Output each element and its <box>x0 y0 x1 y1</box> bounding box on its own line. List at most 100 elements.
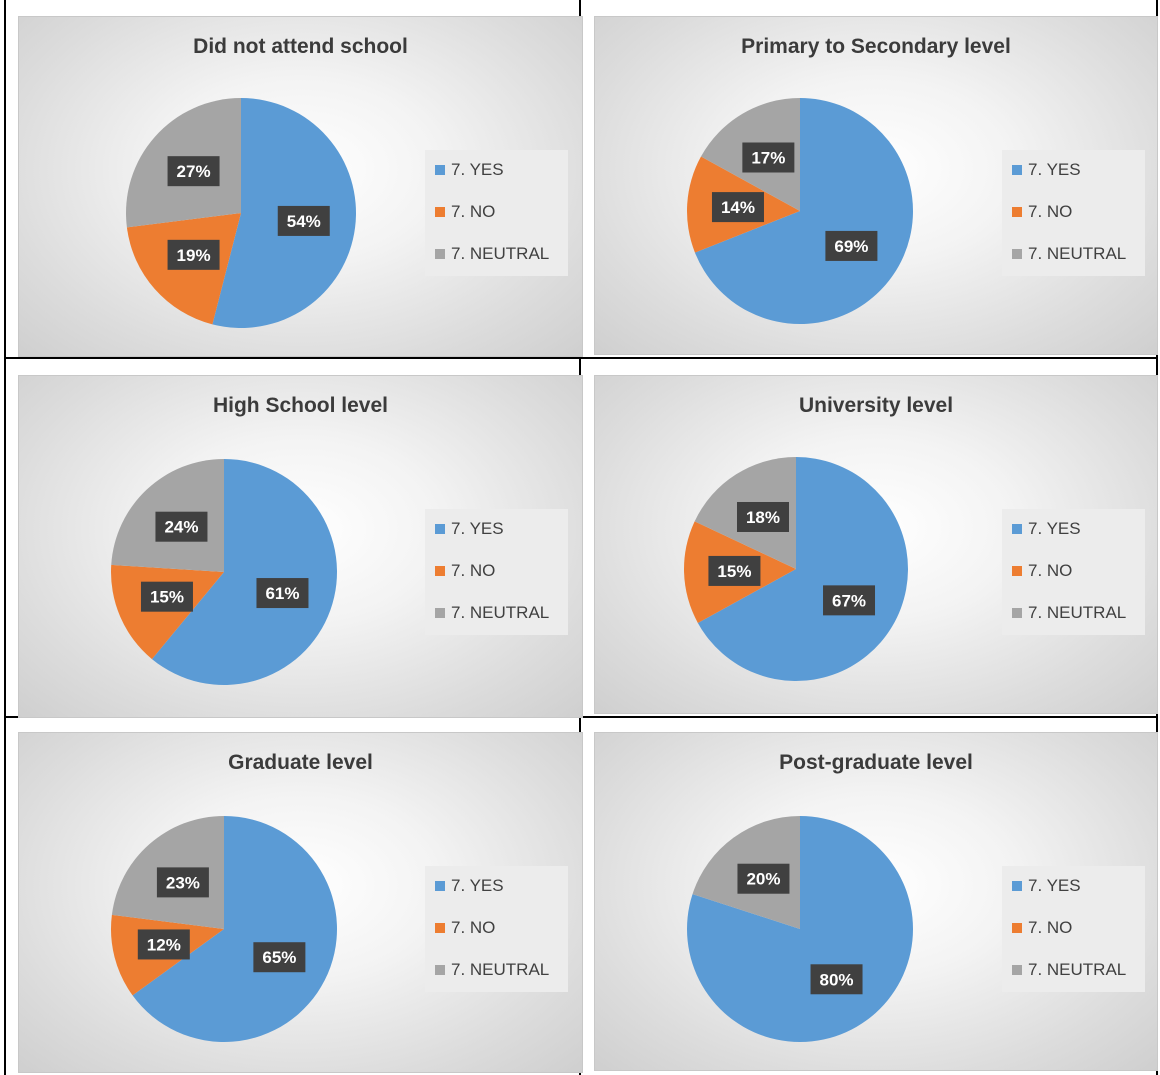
chart-title: Did not attend school <box>193 35 408 58</box>
legend-label: 7. YES <box>451 160 504 179</box>
legend-item-yes: 7. YES <box>1012 876 1081 896</box>
data-label-text: 80% <box>820 970 854 989</box>
data-label-box <box>825 230 878 261</box>
legend-swatch <box>435 207 445 217</box>
legend-item-no: 7. NO <box>1012 202 1072 222</box>
legend-swatch <box>435 524 445 534</box>
data-label-text: 15% <box>150 588 184 607</box>
legend-swatch <box>1012 249 1022 259</box>
data-label-yes: 67% <box>823 585 876 616</box>
data-label-text: 23% <box>166 873 200 892</box>
legend-item-neutral: 7. NEUTRAL <box>1012 603 1126 623</box>
data-label-no: 14% <box>711 192 764 223</box>
legend-label: 7. YES <box>1028 519 1081 538</box>
legend-item-yes: 7. YES <box>1012 519 1081 539</box>
legend-swatch <box>435 881 445 891</box>
legend-label: 7. NO <box>1028 561 1073 580</box>
legend-swatch <box>435 165 445 175</box>
legend-item-neutral: 7. NEUTRAL <box>435 603 549 623</box>
data-label-neutral: 18% <box>736 501 789 532</box>
legend-label: 7. YES <box>451 876 504 895</box>
data-label-text: 15% <box>717 562 751 581</box>
legend-label: 7. NO <box>451 561 496 580</box>
chart-panel: Did not attend school 54% 19% 27% 7. YES 7. N… <box>18 16 583 357</box>
legend-label: 7. YES <box>1028 160 1081 179</box>
data-label-box <box>167 239 220 270</box>
legend-swatch <box>435 923 445 933</box>
chart-panel: Post-graduate level 80% 20% 7. YES 7. NO 7. N… <box>594 732 1158 1071</box>
chart-title: Post-graduate level <box>779 751 973 774</box>
legend-label: 7. YES <box>451 519 504 538</box>
legend-swatch <box>1012 608 1022 618</box>
table-border-left <box>4 0 6 1075</box>
legend-item-neutral: 7. NEUTRAL <box>1012 960 1126 980</box>
legend-label: 7. NO <box>451 918 496 937</box>
legend-swatch <box>1012 207 1022 217</box>
legend-swatch <box>435 965 445 975</box>
legend-item-no: 7. NO <box>1012 918 1072 938</box>
pie-slice-no <box>111 564 224 660</box>
data-label-text: 54% <box>287 212 321 231</box>
data-label-text: 17% <box>751 149 785 168</box>
data-label-box <box>156 867 209 898</box>
data-label-text: 14% <box>721 198 755 217</box>
data-label-text: 12% <box>147 935 181 954</box>
legend: 7. YES 7. NO 7. NEUTRAL <box>425 150 568 276</box>
legend-label: 7. NO <box>451 202 496 221</box>
data-label-text: 24% <box>164 518 198 537</box>
legend-item-no: 7. NO <box>1012 561 1072 581</box>
legend-label: 7. NEUTRAL <box>451 244 550 263</box>
chart-title: Primary to Secondary level <box>741 35 1011 58</box>
data-label-box <box>277 205 330 236</box>
chart-panel: Graduate level 65% 12% 23% 7. YES 7. NO 7. NEU… <box>18 732 583 1073</box>
legend-label: 7. NEUTRAL <box>1028 603 1127 622</box>
data-label-no: 15% <box>708 555 761 586</box>
data-label-yes: 65% <box>253 942 306 973</box>
data-label-box <box>742 142 795 173</box>
pie-chart: 65% 12% 23% <box>110 816 337 1042</box>
pie-slice-yes <box>132 816 337 1042</box>
legend-label: 7. NEUTRAL <box>1028 244 1127 263</box>
data-label-text: 69% <box>834 237 868 256</box>
data-label-box <box>155 511 208 542</box>
legend-item-no: 7. NO <box>435 202 495 222</box>
pie-chart: 69% 14% 17% <box>687 98 913 325</box>
data-label-neutral: 23% <box>156 867 209 898</box>
data-label-no: 15% <box>140 581 193 612</box>
legend: 7. YES 7. NO 7. NEUTRAL <box>1002 150 1145 276</box>
legend-swatch <box>1012 965 1022 975</box>
legend-item-yes: 7. YES <box>1012 160 1081 180</box>
pie-chart: 54% 19% 27% <box>126 98 357 328</box>
pie-chart: 80% 20% <box>687 816 913 1042</box>
chart-panel: University level 67% 15% 18% 7. YES 7. NO 7. N… <box>594 375 1158 714</box>
data-label-no: 19% <box>167 239 220 270</box>
data-label-yes: 80% <box>810 964 863 995</box>
data-label-box <box>708 555 761 586</box>
chart-title: University level <box>798 394 954 417</box>
data-label-text: 27% <box>177 162 211 181</box>
legend: 7. YES 7. NO 7. NEUTRAL <box>1002 509 1145 635</box>
legend: 7. YES 7. NO 7. NEUTRAL <box>425 509 568 635</box>
data-label-text: 20% <box>746 870 780 889</box>
legend-item-neutral: 7. NEUTRAL <box>435 960 549 980</box>
pie-chart: 67% 15% 18% <box>684 457 908 681</box>
data-label-box <box>736 501 789 532</box>
data-label-text: 65% <box>262 948 296 967</box>
legend-swatch <box>1012 923 1022 933</box>
data-label-neutral: 27% <box>167 156 220 187</box>
data-label-box <box>253 942 306 973</box>
legend-swatch <box>1012 165 1022 175</box>
data-label-text: 18% <box>746 508 780 527</box>
legend-item-no: 7. NO <box>435 561 495 581</box>
legend-item-no: 7. NO <box>435 918 495 938</box>
data-label-box <box>810 964 863 995</box>
table-border-row1 <box>4 357 1158 359</box>
chart-panel: High School level 61% 15% 24% 7. YES 7. NO 7. … <box>18 375 583 718</box>
data-label-yes: 61% <box>256 578 309 609</box>
pie-slice-yes <box>697 457 908 681</box>
legend-label: 7. NEUTRAL <box>1028 960 1127 979</box>
chart-panel: Primary to Secondary level 69% 14% 17% 7. YE… <box>594 16 1158 355</box>
data-label-text: 67% <box>832 591 866 610</box>
legend-swatch <box>1012 524 1022 534</box>
